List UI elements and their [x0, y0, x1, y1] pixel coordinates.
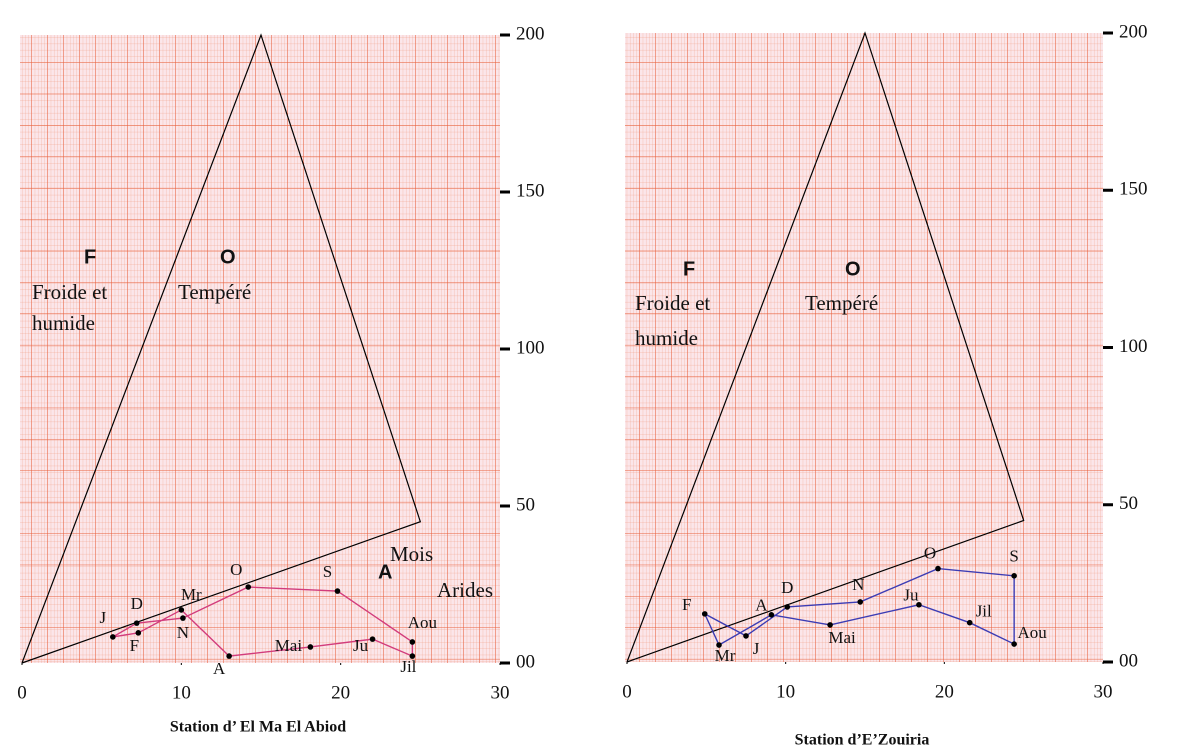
- chart-title: Station d’E’Zouiria: [795, 732, 930, 749]
- x-tick-label: 20: [935, 681, 954, 702]
- x-tick-label: 20: [331, 682, 350, 703]
- zone-label: humide: [32, 311, 95, 335]
- month-point: [966, 619, 973, 626]
- month-label: Ju: [353, 636, 369, 655]
- month-point: [307, 644, 314, 650]
- month-label: Mr: [181, 585, 202, 604]
- month-point: [916, 601, 922, 608]
- month-point: [409, 639, 416, 645]
- month-label: N: [177, 623, 189, 642]
- month-label: Mai: [828, 628, 856, 647]
- zone-label: Froide et: [635, 291, 710, 315]
- y-tick-label: 100: [516, 337, 545, 358]
- month-label: D: [131, 594, 143, 613]
- y-tick-label: 00: [1119, 650, 1138, 671]
- month-point: [768, 612, 775, 618]
- x-tick-label: 0: [17, 682, 27, 703]
- month-label: J: [753, 639, 760, 658]
- month-point: [743, 633, 749, 639]
- month-point: [1011, 573, 1017, 579]
- month-point: [135, 630, 142, 636]
- month-point: [935, 565, 941, 572]
- month-point: [701, 611, 708, 617]
- month-label: N: [852, 575, 864, 594]
- zone-boundary: [626, 31, 1025, 663]
- x-tick-label: 30: [1094, 681, 1113, 702]
- month-point: [409, 653, 416, 659]
- zone-label: Tempéré: [805, 291, 878, 315]
- x-tick-label: 10: [776, 681, 795, 702]
- chart-title: Station d’ El Ma El Abiod: [170, 719, 346, 736]
- y-tick-label: 50: [1119, 493, 1138, 514]
- zone-label: Mois: [390, 542, 433, 566]
- zone-label: A: [378, 561, 392, 583]
- month-label: Mr: [715, 646, 736, 665]
- y-tick-label: 100: [1119, 336, 1148, 357]
- zone-label: F: [683, 258, 695, 280]
- y-tick-label: 150: [516, 180, 545, 201]
- graph-paper-major: [20, 35, 500, 663]
- month-label: F: [682, 595, 691, 614]
- month-label: J: [100, 608, 107, 627]
- month-label: Mai: [275, 636, 303, 655]
- month-label: Jil: [976, 602, 992, 621]
- month-label: F: [130, 636, 139, 655]
- month-point: [178, 607, 185, 613]
- month-point: [226, 653, 232, 659]
- month-point: [1011, 641, 1017, 647]
- y-tick-label: 00: [516, 651, 535, 672]
- zone-label: Tempéré: [178, 280, 251, 304]
- x-tick-label: 0: [622, 681, 632, 702]
- y-tick-label: 200: [1119, 21, 1148, 42]
- x-tick-label: 10: [172, 682, 191, 703]
- month-label: A: [213, 659, 226, 678]
- graph-paper-major: [625, 33, 1103, 662]
- month-label: Aou: [408, 613, 438, 632]
- month-point: [369, 636, 376, 642]
- y-tick-label: 200: [516, 23, 545, 44]
- zone-boundary: [21, 33, 422, 664]
- zone-label: O: [220, 246, 236, 268]
- y-tick-label: 150: [1119, 179, 1148, 200]
- month-point: [133, 620, 140, 626]
- zone-label: humide: [635, 326, 698, 350]
- month-point: [110, 634, 116, 640]
- month-label: S: [323, 562, 332, 581]
- month-label: S: [1009, 547, 1018, 566]
- month-point: [784, 604, 791, 610]
- zone-label: F: [84, 246, 96, 268]
- month-point: [827, 622, 833, 628]
- month-point: [334, 588, 341, 594]
- month-label: A: [755, 596, 768, 615]
- month-point: [180, 615, 186, 621]
- x-tick-label: 30: [491, 682, 510, 703]
- month-label: Aou: [1018, 623, 1048, 642]
- month-point: [716, 642, 722, 648]
- month-label: O: [924, 543, 936, 562]
- month-label: D: [781, 578, 793, 597]
- month-label: Jil: [400, 657, 416, 676]
- month-label: Ju: [903, 586, 919, 605]
- zone-label: Arides: [437, 578, 493, 602]
- month-label: O: [230, 560, 242, 579]
- month-point: [245, 584, 252, 590]
- y-tick-label: 50: [516, 494, 535, 515]
- month-point: [857, 599, 864, 605]
- zone-label: Froide et: [32, 280, 107, 304]
- zone-label: O: [845, 258, 861, 280]
